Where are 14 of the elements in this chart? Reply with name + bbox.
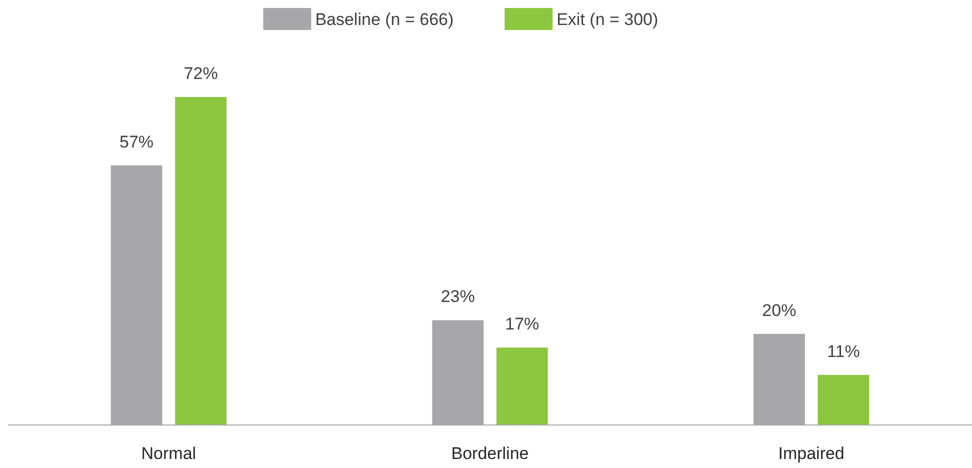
- x-tick-label: Normal: [141, 444, 196, 463]
- bar: [496, 348, 548, 425]
- legend-label: Exit (n = 300): [556, 10, 658, 29]
- data-label: 11%: [827, 342, 860, 361]
- data-label: 57%: [120, 132, 154, 152]
- x-tick-label: Impaired: [778, 444, 844, 463]
- legend-label: Baseline (n = 666): [315, 10, 454, 29]
- x-tick-label: Borderline: [451, 444, 529, 463]
- data-label: 72%: [184, 64, 218, 83]
- bar: [175, 97, 227, 425]
- data-label: 17%: [505, 314, 540, 334]
- bar: [818, 374, 870, 425]
- data-label: 23%: [440, 287, 475, 306]
- data-label: 20%: [762, 300, 796, 320]
